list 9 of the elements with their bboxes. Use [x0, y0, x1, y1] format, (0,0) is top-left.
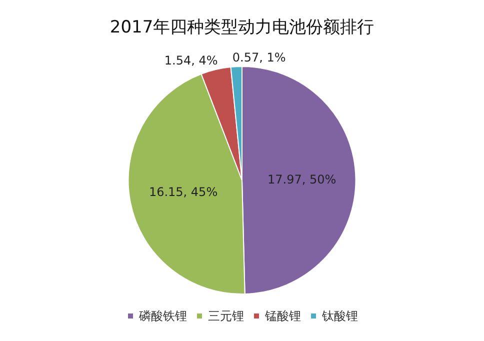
chart-title: 2017年四种类型动力电池份额排行 — [110, 18, 374, 38]
data-label: 1.54, 4% — [164, 54, 218, 68]
legend-label: 锰酸锂 — [264, 309, 301, 323]
legend-label: 磷酸铁锂 — [138, 309, 187, 323]
legend-label: 钛酸锂 — [321, 309, 358, 323]
legend-label: 三元锂 — [208, 309, 244, 323]
data-label: 0.57, 1% — [232, 50, 286, 65]
data-label: 17.97, 50% — [268, 172, 336, 186]
data-label: 16.15, 45% — [148, 184, 218, 199]
